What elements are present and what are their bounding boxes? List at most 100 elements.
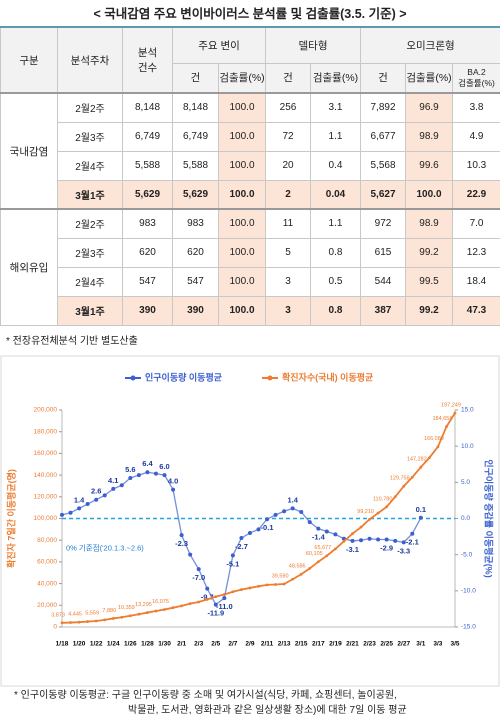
value-label: 2.6 (91, 487, 101, 496)
data-cell: 2월4주 (57, 266, 123, 297)
data-row: 국내감염 2월2주 8,148 8,148 100.0 256 3.1 7,892 96.9 3.… (0, 92, 500, 210)
data-point (146, 611, 149, 614)
data-row: 2월4주 5,588 5,588 100.0 20 0.4 5,568 99.6 10.3 (1, 150, 500, 181)
value-label: 16,075 (152, 599, 169, 605)
x-tick-label: 2/21 (346, 641, 359, 648)
data-point (376, 511, 380, 515)
data-point (180, 604, 184, 608)
data-point (213, 602, 218, 607)
data-cell: 544 (360, 266, 407, 297)
value-label: 39,590 (272, 573, 289, 579)
x-tick-label: 2/1 (177, 641, 186, 648)
data-point (205, 597, 209, 601)
data-cell: 0.8 (309, 295, 362, 326)
data-cell: 387 (360, 295, 407, 326)
header-cell: 분석 건수 (122, 26, 173, 94)
x-tick-label: 2/27 (397, 641, 410, 648)
y-tick-label: 80,000 (37, 537, 57, 544)
value-label: -2.7 (235, 542, 248, 551)
data-point (316, 526, 321, 531)
data-cell: 1.1 (309, 208, 362, 239)
data-point (94, 497, 99, 502)
data-point (240, 588, 243, 591)
data-point (359, 538, 364, 543)
y2-tick-label: 0.0 (461, 515, 470, 522)
data-point (308, 567, 312, 570)
data-cell: 98.9 (405, 121, 454, 152)
x-tick-label: 2/7 (228, 641, 237, 648)
data-cell: 10.3 (452, 150, 500, 181)
x-tick-label: 3/5 (450, 641, 459, 648)
data-cell: 5,629 (122, 179, 173, 210)
value-label: -0.1 (261, 523, 274, 532)
x-tick-label: 2/13 (278, 641, 291, 648)
footnote-line: * 인구이동량 이동평균: 구글 인구이동량 중 소매 및 여가시설(식당, 카… (14, 690, 397, 701)
data-point (145, 470, 150, 475)
header-row: 구분 분석주차 분석 건수 주요 변이 델타형 오미크론형 (0, 26, 500, 94)
data-point (351, 532, 354, 536)
value-label: 4,445 (68, 612, 82, 618)
value-label: 5.6 (125, 465, 135, 474)
data-point (367, 536, 372, 541)
data-point (120, 615, 124, 619)
x-tick-label: 1/22 (90, 641, 103, 648)
data-row: 2월3주 620 620 100.0 5 0.8 615 99.2 12.3 (1, 237, 500, 268)
data-cell: 4.9 (452, 121, 500, 152)
x-tick-label: 1/24 (107, 641, 120, 648)
value-label: 65,677 (314, 545, 331, 551)
data-cell: 2 (265, 179, 311, 210)
variant-table: 구분 분석주차 분석 건수 주요 변이 델타형 오미크론형 건 검출률(%) 건 검출률(%) 건 검출… (0, 26, 500, 326)
data-cell: 5,588 (122, 150, 173, 181)
page-title: < 국내감염 주요 변이바이러스 분석률 및 검출률(3.5. 기준) > (93, 7, 407, 21)
data-row: 3월1주 5,629 5,629 100.0 2 0.04 5,627 100.0 22.9 (1, 179, 500, 210)
header-cell: 검출률(%) (309, 62, 362, 94)
x-tick-label: 2/23 (363, 641, 376, 648)
y-tick-label: 140,000 (34, 472, 58, 479)
data-cell: 5,627 (360, 179, 407, 210)
data-cell: 2월2주 (57, 92, 123, 123)
data-point (85, 502, 90, 507)
data-point (453, 411, 457, 415)
value-label: 110,780 (373, 496, 392, 502)
data-point (427, 456, 431, 460)
value-label: 7,880 (102, 608, 116, 614)
data-cell: 6,749 (122, 121, 173, 152)
value-label: 197,249 (441, 402, 461, 408)
data-point (325, 554, 329, 558)
chart: 0 20,000 40,000 60,000 80,000 100,000 120,000 1… (0, 355, 500, 687)
data-point (196, 567, 201, 572)
data-cell: 6,749 (172, 121, 219, 152)
data-point (205, 586, 210, 591)
data-cell: 5,629 (172, 179, 219, 210)
value-label: 5,559 (85, 610, 99, 616)
data-point (291, 577, 295, 581)
legend-marker (267, 375, 273, 381)
data-cell: 11 (265, 208, 311, 239)
data-cell: 98.9 (405, 208, 454, 239)
y2-tick-label: -10.0 (461, 588, 476, 595)
value-label: 3,873 (51, 612, 65, 618)
x-tick-label: 3/1 (416, 641, 425, 648)
data-point (60, 621, 64, 625)
data-cell: 390 (122, 295, 173, 326)
data-cell: 983 (122, 208, 173, 239)
data-cell: 3.8 (452, 92, 500, 123)
data-cell: 7.0 (452, 208, 500, 239)
x-tick-label: 2/19 (329, 641, 342, 648)
y2-tick-label: 5.0 (461, 479, 470, 486)
data-point (282, 509, 287, 514)
data-cell: 100.0 (218, 266, 266, 297)
data-point (299, 572, 303, 576)
data-point (179, 533, 184, 538)
table-note: * 전장유전체분석 기반 별도산출 (6, 336, 138, 347)
data-point (119, 483, 124, 488)
data-row: 2월3주 6,749 6,749 100.0 72 1.1 6,677 98.9 4.9 (1, 121, 500, 152)
data-cell: 47.3 (452, 295, 500, 326)
value-label: 184,658 (433, 416, 453, 422)
data-row: 3월1주 390 390 100.0 3 0.8 387 99.2 47.3 (1, 295, 500, 326)
value-label: -11.0 (216, 602, 233, 611)
data-point (94, 619, 98, 623)
data-point (410, 531, 415, 536)
x-tick-label: 1/26 (124, 641, 137, 648)
data-point (188, 602, 192, 606)
